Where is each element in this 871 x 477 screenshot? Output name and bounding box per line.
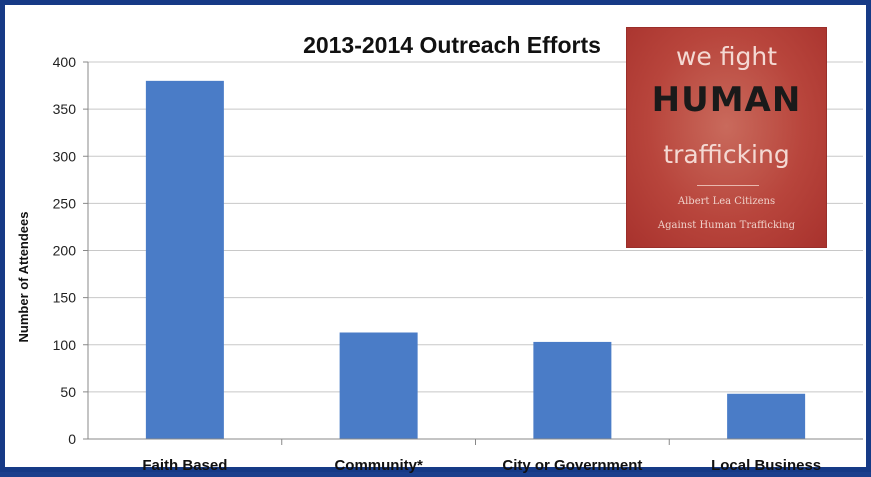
bar-faith-based	[145, 80, 224, 439]
y-tick-label: 250	[53, 195, 77, 211]
chart-title: 2013-2014 Outreach Efforts	[303, 32, 601, 58]
y-tick-label: 200	[53, 243, 77, 259]
x-category-label: City or Government	[502, 457, 642, 474]
y-tick-label: 100	[53, 337, 77, 353]
y-tick-label: 0	[68, 431, 76, 447]
y-axis: 0 50 100 150 200 250 300 350 400	[53, 54, 89, 447]
bar-city-or-government	[533, 341, 612, 439]
y-tick-label: 400	[53, 54, 77, 70]
y-axis-label: Number of Attendees	[16, 212, 31, 343]
bar-local-business	[727, 393, 806, 439]
bar-community	[339, 332, 418, 439]
x-category-label: Faith Based	[142, 457, 227, 474]
logo-line-trafficking: trafficking	[663, 140, 790, 169]
y-tick-label: 350	[53, 101, 77, 117]
campaign-logo: we fight HUMAN trafficking Albert Lea Ci…	[626, 27, 827, 248]
logo-line-we-fight: we fight	[675, 42, 778, 71]
bar-chart: 0 50 100 150 200 250 300 350 400 Faith Based Comm…	[16, 32, 863, 474]
y-tick-label: 150	[53, 290, 77, 306]
logo-line-organization: Albert Lea Citizens	[677, 196, 776, 207]
x-category-label: Local Business	[711, 457, 821, 474]
logo-line-human: HUMAN	[651, 80, 802, 120]
y-tick-label: 50	[60, 384, 76, 400]
bars	[145, 80, 806, 439]
logo-line-organization-2: Against Human Trafficking	[657, 220, 796, 231]
x-axis: Faith Based Community* City or Government L…	[88, 438, 863, 474]
y-tick-label: 300	[53, 148, 77, 164]
x-category-label: Community*	[334, 457, 423, 474]
logo-divider	[697, 185, 759, 186]
